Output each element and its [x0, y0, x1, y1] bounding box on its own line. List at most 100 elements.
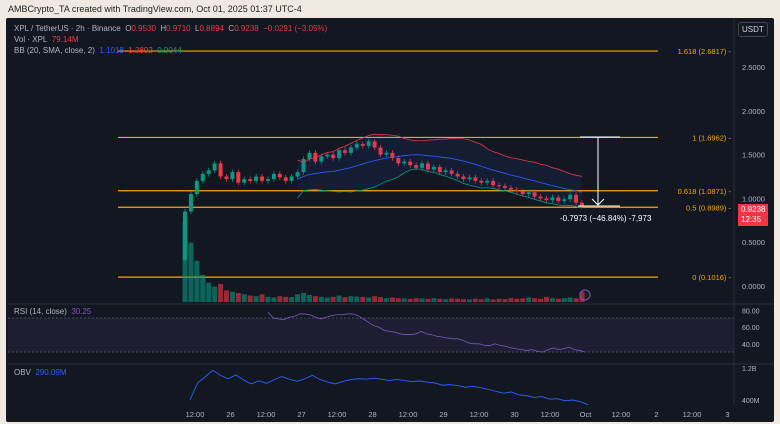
volume-bar: [383, 298, 389, 302]
volume-bar: [182, 222, 188, 302]
volume-bar: [532, 298, 538, 302]
rsi-tick: 40.00: [742, 342, 760, 349]
candle-body: [556, 197, 561, 202]
bb-label: BB (20, SMA, close, 2): [14, 46, 95, 55]
volume-bar: [431, 298, 437, 302]
change-value: −0.0291 (−3.05%): [263, 24, 328, 33]
volume-bar: [312, 296, 318, 302]
candle-body: [443, 170, 448, 173]
volume-bar: [407, 298, 413, 302]
candle-body: [396, 158, 401, 164]
current-price: 0.9238: [741, 205, 766, 214]
candle-body: [337, 150, 342, 159]
volume-bar: [472, 298, 478, 302]
obv-value: 290.09M: [35, 368, 67, 377]
time-tick: 29: [439, 410, 447, 419]
volume-bar: [419, 298, 425, 302]
volume-label: Vol · XPL: [14, 35, 48, 44]
time-tick: 12:00: [186, 410, 205, 419]
volume-bar: [378, 297, 384, 302]
volume-bar: [549, 298, 555, 302]
price-tick: 0.0000: [742, 282, 765, 291]
volume-bar: [579, 291, 585, 302]
obv-tick: 400M: [742, 398, 760, 405]
volume-bar: [508, 298, 514, 302]
candle-body: [449, 170, 454, 174]
candle-body: [473, 177, 478, 181]
obv-label: OBV: [14, 368, 31, 377]
candle-body: [532, 192, 537, 197]
candle-body: [289, 176, 294, 181]
measure-label: -0.7973 (−46.84%) -7,973: [560, 214, 652, 223]
candle-body: [188, 194, 193, 212]
volume-bar: [478, 299, 484, 302]
bb-mid-value: 1.1018: [99, 46, 124, 55]
volume-bar: [229, 291, 235, 302]
chart-credit: AMBCrypto_TA created with TradingView.co…: [8, 4, 302, 14]
candle-body: [301, 158, 306, 173]
volume-bar: [413, 298, 419, 302]
volume-bar: [336, 295, 342, 302]
time-tick: 30: [510, 410, 518, 419]
volume-bar: [354, 296, 360, 302]
rsi-label: RSI (14, close): [14, 307, 67, 316]
bb-upper-line: [297, 133, 583, 177]
candle-body: [526, 192, 531, 195]
candle-body: [348, 147, 353, 153]
bb-lower-line: [297, 168, 583, 209]
symbol-label: XPL / TetherUS · 2h · Binance: [14, 24, 121, 33]
volume-bar: [443, 299, 449, 302]
volume-bar: [241, 294, 247, 302]
volume-bar: [502, 299, 508, 302]
chart-frame[interactable]: [6, 18, 774, 422]
time-tick: 27: [297, 410, 305, 419]
volume-bar: [538, 298, 544, 302]
candle-body: [295, 172, 300, 177]
volume-bar: [342, 297, 348, 302]
candle-body: [562, 199, 567, 202]
candle-body: [568, 194, 573, 200]
time-tick: 12:00: [612, 410, 631, 419]
candle-body: [271, 173, 276, 180]
low-label: L: [195, 24, 200, 33]
volume-bar: [188, 242, 194, 302]
time-tick: 12:00: [399, 410, 418, 419]
volume-bar: [514, 298, 520, 302]
time-tick: 12:00: [683, 410, 702, 419]
candle-body: [200, 173, 205, 181]
time-tick: 2: [654, 410, 658, 419]
low-value: 0.8894: [199, 24, 224, 33]
volume-bar: [437, 298, 443, 302]
volume-bar: [301, 292, 307, 302]
price-tick: 0.5000: [742, 238, 765, 247]
high-label: H: [160, 24, 167, 33]
volume-bar: [455, 298, 461, 302]
volume-bar: [235, 292, 241, 302]
candle-body: [277, 173, 282, 178]
close-value: 0.9238: [234, 24, 259, 33]
candle-countdown: 12:35: [741, 215, 762, 224]
candle-body: [325, 154, 330, 157]
candle-body: [236, 172, 241, 183]
candle-body: [431, 166, 436, 170]
candle-body: [420, 163, 425, 168]
volume-bar: [401, 298, 407, 302]
volume-bar: [496, 298, 502, 302]
volume-bar: [348, 296, 354, 302]
candle-body: [354, 144, 359, 148]
rsi-band: [8, 318, 734, 352]
volume-bar: [372, 296, 378, 302]
volume-bar: [259, 294, 265, 302]
candle-body: [331, 154, 336, 159]
candle-body: [224, 176, 229, 180]
candle-body: [390, 152, 395, 159]
candle-body: [479, 180, 484, 183]
candle-body: [260, 176, 265, 181]
candle-body: [218, 163, 223, 177]
volume-bar: [324, 297, 330, 302]
price-tick: 2.5000: [742, 63, 765, 72]
currency-button[interactable]: USDT: [738, 22, 768, 37]
candle-body: [455, 173, 460, 177]
candle-body: [414, 165, 419, 168]
